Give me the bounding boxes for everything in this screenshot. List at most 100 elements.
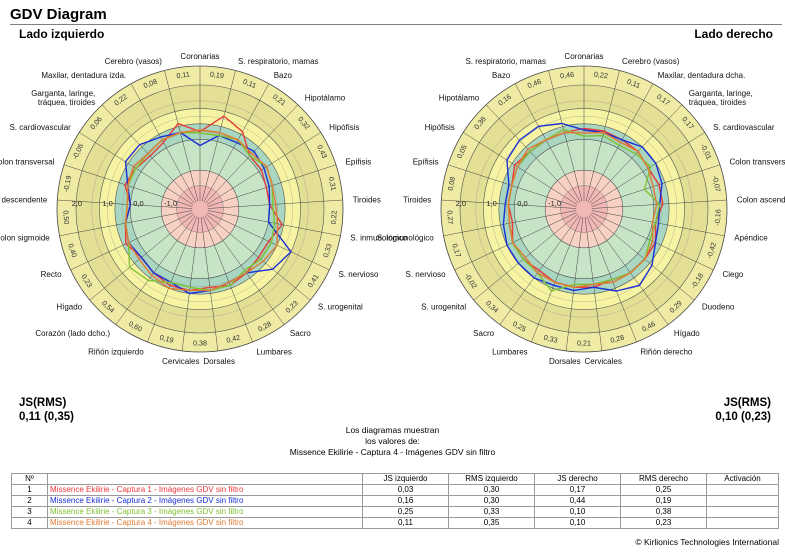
row-rms-right: 0,38: [620, 506, 707, 518]
category-label: Epífisis: [346, 158, 372, 167]
category-label: Tiroides: [403, 195, 431, 204]
note-line: los valores de:: [365, 436, 420, 446]
row-number: 4: [11, 517, 48, 529]
category-label: Colon transversal: [0, 158, 55, 167]
table-row[interactable]: 3 Missence Ekilirie - Captura 3 - Imágen…: [11, 506, 779, 518]
category-label: Sacro: [290, 329, 311, 338]
right-score-value: 0,10 (0,23): [715, 411, 771, 423]
row-rms-left: 0,33: [448, 506, 535, 518]
category-label: Maxilar, dentadura izda.: [41, 71, 126, 80]
row-js-left: 0,25: [362, 506, 449, 518]
rim-value: 0,46: [560, 70, 575, 81]
radar-spoke: [115, 215, 196, 325]
rim-value: 0,17: [450, 242, 463, 258]
category-label: Hígado: [674, 329, 700, 338]
row-js-right: 0,17: [534, 484, 621, 496]
rim-value: 0,50: [61, 210, 71, 225]
category-label: S. cardiovascular: [9, 123, 71, 132]
radar-spoke: [588, 215, 669, 325]
category-label: Bazo: [274, 71, 293, 80]
table-row[interactable]: 1 Missence Ekilirie - Captura 1 - Imágen…: [11, 484, 779, 496]
right-side-title: Lado derecho: [694, 27, 773, 41]
right-radar-chart: 0,220,110,170,17-0,01-0,07-0,16-0,42-0,1…: [377, 52, 785, 366]
radar-spoke: [591, 164, 721, 207]
row-name: Missence Ekilirie - Captura 1 - Imágenes…: [47, 484, 363, 496]
row-js-right: 0,10: [534, 517, 621, 529]
radar-spoke: [147, 216, 198, 343]
table-row[interactable]: 2 Missence Ekilirie - Captura 2 - Imágen…: [11, 495, 779, 507]
row-js-left: 0,11: [362, 517, 449, 529]
title-divider: [10, 24, 782, 25]
category-label: Dorsales: [203, 357, 235, 366]
row-rms-left: 0,30: [448, 484, 535, 496]
right-score: JS(RMS) 0,10 (0,23): [715, 396, 771, 424]
rim-value: 0,28: [609, 333, 625, 345]
row-rms-right: 0,25: [620, 484, 707, 496]
category-label: Cerebro (vasos): [622, 57, 680, 66]
rim-value: 0,31: [327, 176, 338, 191]
category-label: Coronarias: [564, 52, 603, 61]
ring-label: 2,0: [456, 199, 466, 208]
header-rms-right: RMS derecho: [620, 473, 707, 485]
note-line: Los diagramas muestran: [345, 425, 440, 435]
category-label: Dorsales: [549, 357, 581, 366]
category-label: Apéndice: [734, 234, 768, 243]
ring-label: 2,0: [72, 199, 82, 208]
left-score-label: JS(RMS): [19, 397, 67, 409]
category-label: Hipófisis: [329, 123, 359, 132]
row-js-left: 0,03: [362, 484, 449, 496]
header-js-left: JS izquierdo: [362, 473, 449, 485]
row-number: 3: [11, 506, 48, 518]
category-label: Hígado: [56, 303, 82, 312]
ring-label: 0,0: [517, 199, 527, 208]
row-activation: [706, 484, 779, 496]
table-row[interactable]: 4 Missence Ekilirie - Captura 4 - Imágen…: [11, 517, 779, 529]
rim-value: 0,27: [445, 210, 455, 225]
rim-value: 0,33: [543, 333, 559, 345]
left-radar-chart: 0,190,110,210,320,430,310,220,330,410,23…: [0, 52, 408, 366]
radar-spoke: [70, 212, 193, 271]
category-label: Colon transversal: [730, 158, 785, 167]
rim-value: 0,38: [193, 338, 207, 347]
rim-value: -0,16: [713, 209, 723, 226]
category-label: S. respiratorio, mamas: [465, 57, 545, 66]
category-label: S. nervioso: [338, 270, 379, 279]
rim-value: 0,19: [159, 333, 175, 345]
rim-value: 0,40: [66, 242, 79, 258]
category-label: Ciego: [722, 270, 743, 279]
rim-value: 0,22: [329, 210, 339, 225]
category-label: S. inmunológico: [350, 234, 407, 243]
row-activation: [706, 506, 779, 518]
row-name: Missence Ekilirie - Captura 2 - Imágenes…: [47, 495, 363, 507]
ring-label: 1,0: [102, 199, 112, 208]
category-label: Lumbares: [492, 347, 528, 356]
left-score-value: 0,11 (0,35): [19, 411, 74, 423]
category-label: Hipotálamo: [305, 93, 346, 102]
rim-value: 0,22: [593, 70, 608, 81]
ring-label: 1,0: [486, 199, 496, 208]
header-activation: Activación: [706, 473, 779, 485]
diagram-title: GDV Diagram: [10, 6, 107, 23]
rim-value: 0,21: [577, 338, 591, 347]
radar-spoke: [463, 132, 578, 205]
rim-value: 0,08: [446, 176, 457, 191]
category-label: Tiroides: [353, 195, 381, 204]
rim-value: -0,19: [61, 175, 73, 193]
category-label: S. inmunológico: [377, 234, 434, 243]
radar-spoke: [57, 199, 193, 209]
radar-spoke: [454, 212, 577, 271]
category-label: S. urogenital: [421, 303, 466, 312]
header-number: Nº: [11, 473, 48, 485]
category-label: Corazón (lado dcho.): [35, 329, 110, 338]
ring-label: -1,0: [548, 199, 561, 208]
row-number: 1: [11, 484, 48, 496]
rim-value: 0,33: [321, 242, 334, 258]
radar-spoke: [590, 213, 695, 301]
row-activation: [706, 517, 779, 529]
category-label: Garganta, laringe, tráquea, tiroides: [689, 89, 753, 107]
category-label: Recto: [41, 270, 62, 279]
radar-spoke: [181, 216, 200, 351]
category-label: Epífisis: [413, 158, 439, 167]
category-label: Cervicales: [585, 357, 622, 366]
category-label: Riñón izquierdo: [88, 347, 144, 356]
